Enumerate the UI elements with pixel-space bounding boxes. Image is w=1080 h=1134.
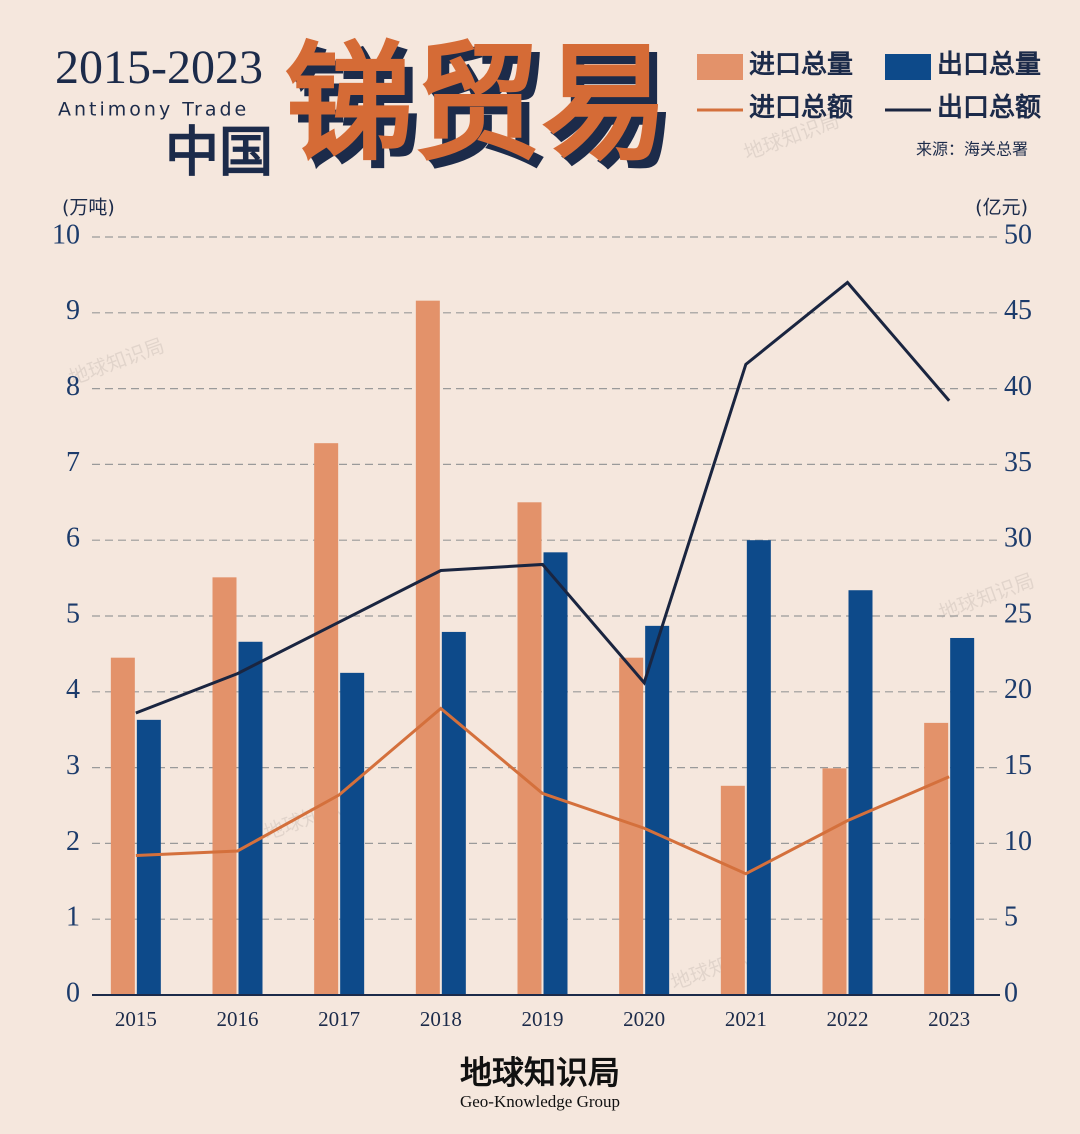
bar [924, 722, 949, 995]
watermark: 地球知识局 [65, 333, 167, 390]
y-tick-label: 9 [66, 295, 80, 326]
y-tick-label: 2 [66, 826, 80, 857]
y-tick-label: 10 [52, 219, 80, 250]
bar [746, 540, 771, 995]
line [135, 706, 950, 876]
y2-tick-label: 40 [1004, 371, 1032, 402]
line [135, 280, 951, 715]
y2-tick-label: 10 [1004, 826, 1032, 857]
y-tick-label: 8 [66, 371, 80, 402]
y-tick-label: 6 [66, 523, 80, 554]
y-tick-label: 4 [66, 674, 80, 705]
bar [212, 577, 237, 995]
x-tick-label: 2016 [217, 1007, 259, 1031]
title: 锑贸易 [285, 33, 669, 175]
region: 中国 [165, 122, 273, 182]
bar [848, 590, 873, 995]
y2-tick-label: 50 [1004, 219, 1032, 250]
bar [238, 641, 263, 995]
y2-tick-label: 45 [1004, 295, 1032, 326]
x-tick-label: 2021 [725, 1007, 767, 1031]
y-tick-label: 0 [66, 977, 80, 1008]
x-tick-label: 2015 [115, 1007, 157, 1031]
y-tick-label: 3 [66, 750, 80, 781]
legend-label: 进口总量 [749, 50, 853, 79]
y2-tick-label: 0 [1004, 977, 1018, 1008]
legend-label: 进口总额 [749, 93, 853, 122]
legend-label: 出口总额 [937, 93, 1041, 122]
x-tick-label: 2022 [827, 1007, 869, 1031]
footer-brand: 地球知识局 [460, 1054, 620, 1090]
y-tick-label: 7 [66, 447, 80, 478]
x-tick-label: 2017 [318, 1007, 360, 1031]
title-shadow: 锑贸易 [293, 41, 677, 183]
bar [950, 637, 975, 995]
y-axis-label: (万吨) [62, 197, 115, 219]
y-tick-label: 1 [66, 902, 80, 933]
bar [110, 657, 135, 995]
bar [517, 502, 542, 995]
subtitle: Antimony Trade [58, 99, 249, 121]
bar [720, 785, 745, 995]
y2-tick-label: 15 [1004, 750, 1032, 781]
x-tick-label: 2018 [420, 1007, 462, 1031]
bar [645, 625, 670, 995]
years: 2015-2023 [55, 41, 263, 94]
bar [543, 552, 568, 995]
legend-swatch [885, 54, 931, 80]
x-tick-label: 2020 [623, 1007, 665, 1031]
y-tick-label: 5 [66, 598, 80, 629]
x-tick-label: 2023 [928, 1007, 970, 1031]
y2-tick-label: 35 [1004, 447, 1032, 478]
bar [415, 300, 440, 995]
legend-swatch [697, 54, 743, 80]
bar [314, 443, 339, 995]
y2-axis-label: (亿元) [975, 197, 1028, 219]
bar [340, 672, 365, 995]
bar [441, 631, 466, 995]
footer-brand-en: Geo-Knowledge Group [460, 1092, 620, 1111]
legend-label: 出口总量 [937, 50, 1041, 79]
source: 来源：海关总署 [916, 140, 1028, 159]
y2-tick-label: 30 [1004, 523, 1032, 554]
y2-tick-label: 25 [1004, 598, 1032, 629]
y2-tick-label: 5 [1004, 902, 1018, 933]
y2-tick-label: 20 [1004, 674, 1032, 705]
bar [136, 719, 161, 995]
x-tick-label: 2019 [522, 1007, 564, 1031]
bar [822, 768, 847, 995]
